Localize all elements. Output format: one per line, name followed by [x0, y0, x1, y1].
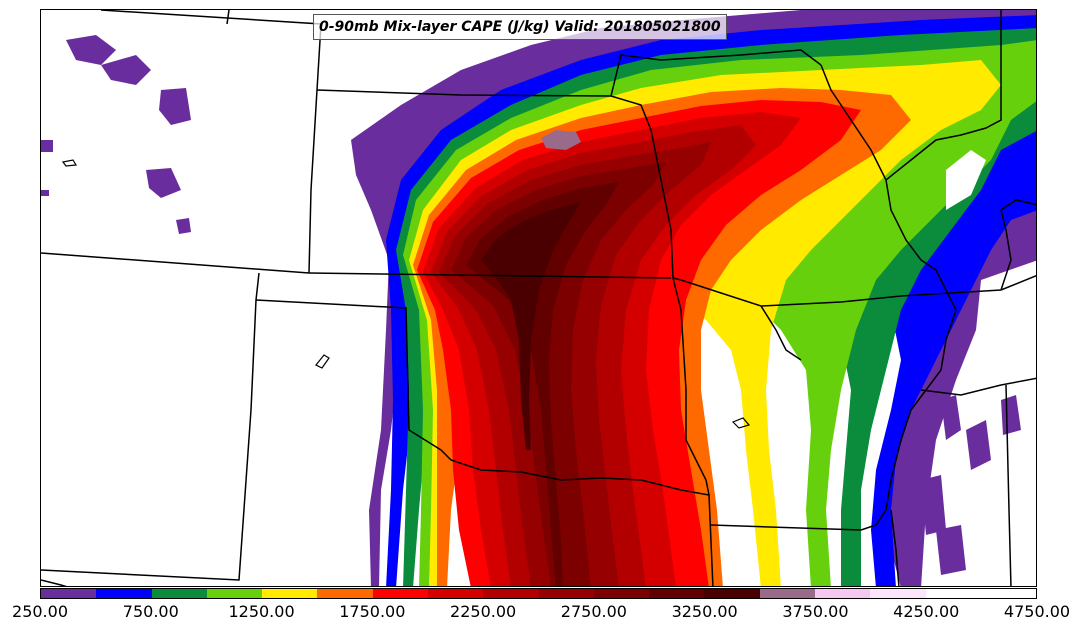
colorbar-tick-label: 4250.00: [893, 602, 960, 621]
colorbar-tick-label: 250.00: [12, 602, 68, 621]
colorbar-tick-labels: 250.00 750.00 1250.00 1750.00 2250.00 2750.00…: [0, 602, 1081, 624]
colorbar-swatch: [96, 589, 152, 598]
colorbar-swatch: [759, 589, 815, 598]
map-panel: [40, 9, 1037, 587]
colorbar: [40, 588, 1037, 599]
map-title: 0-90mb Mix-layer CAPE (J/kg) Valid: 2018…: [313, 14, 727, 40]
cape-voids-east: [921, 150, 1036, 586]
colorbar-swatch: [317, 589, 373, 598]
colorbar-swatch: [870, 589, 926, 598]
colorbar-tick-label: 4750.00: [1003, 602, 1071, 621]
colorbar-swatch: [538, 589, 594, 598]
colorbar-tick-label: 2250.00: [450, 602, 517, 621]
colorbar-swatch: [483, 589, 539, 598]
colorbar-swatch: [151, 589, 207, 598]
colorbar-swatch: [372, 589, 428, 598]
cape-band-3500: [481, 202, 581, 450]
colorbar-tick-label: 750.00: [122, 602, 179, 621]
colorbar-tick-label: 1750.00: [339, 602, 406, 621]
colorbar-tick-label: 3250.00: [671, 602, 738, 621]
colorbar-swatch: [262, 589, 318, 598]
colorbar-tick-label: 1250.00: [228, 602, 295, 621]
cape-patches-east: [921, 395, 1021, 575]
state-boundaries: [41, 10, 1036, 586]
colorbar-swatch: [593, 589, 650, 598]
colorbar-swatch: [427, 589, 484, 598]
colorbar-swatch: [925, 589, 981, 598]
cape-band-3750: [541, 130, 581, 150]
colorbar-swatch: [41, 589, 97, 598]
colorbar-tick-label: 3750.00: [782, 602, 849, 621]
lakes: [61, 159, 751, 429]
colorbar-tick-label: 2750.00: [560, 602, 627, 621]
colorbar-swatch: [704, 589, 760, 598]
colorbar-swatch: [649, 589, 705, 598]
cape-map: [41, 10, 1036, 586]
colorbar-swatch: [980, 589, 1037, 598]
colorbar-swatch: [206, 589, 263, 598]
cape-patches-west: [41, 35, 191, 234]
colorbar-swatch: [814, 589, 871, 598]
